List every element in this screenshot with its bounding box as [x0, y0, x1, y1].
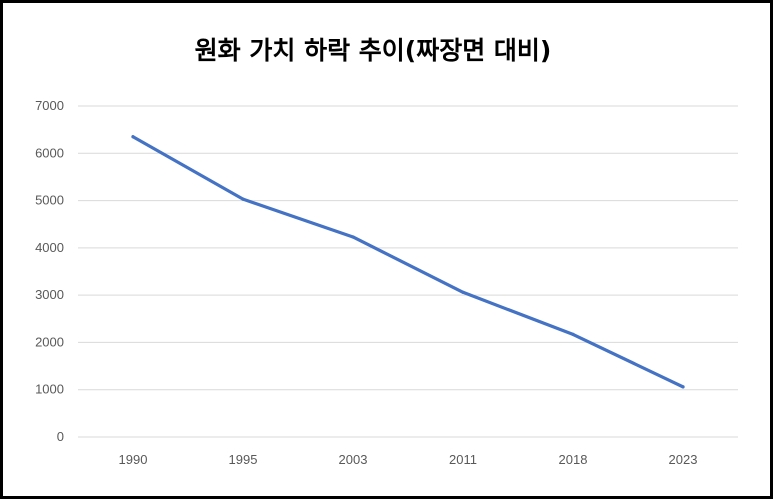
x-tick-label: 1995 — [229, 452, 258, 467]
data-point — [681, 385, 685, 389]
x-tick-label: 2011 — [449, 452, 477, 467]
y-tick-label: 2000 — [35, 334, 64, 349]
y-tick-label: 7000 — [35, 98, 64, 113]
y-tick-label: 0 — [57, 429, 64, 444]
data-point — [461, 290, 465, 294]
x-tick-label: 2003 — [339, 452, 368, 467]
data-point — [571, 332, 575, 336]
y-tick-label: 1000 — [35, 382, 64, 397]
y-tick-label: 6000 — [35, 145, 64, 160]
data-point — [351, 235, 355, 239]
series-line — [131, 135, 685, 389]
x-tick-label: 1990 — [119, 452, 148, 467]
x-tick-label: 2018 — [559, 452, 588, 467]
y-tick-label: 5000 — [35, 193, 64, 208]
x-tick-label: 2023 — [669, 452, 698, 467]
y-tick-label: 3000 — [35, 287, 64, 302]
data-point — [131, 135, 135, 139]
y-tick-label: 4000 — [35, 240, 64, 255]
line-chart: 0 1000 2000 3000 4000 5000 6000 7000 1990 1995 200… — [35, 98, 738, 467]
chart-title: 원화 가치 하락 추이(짜장면 대비) — [194, 36, 552, 65]
data-point — [241, 197, 245, 201]
